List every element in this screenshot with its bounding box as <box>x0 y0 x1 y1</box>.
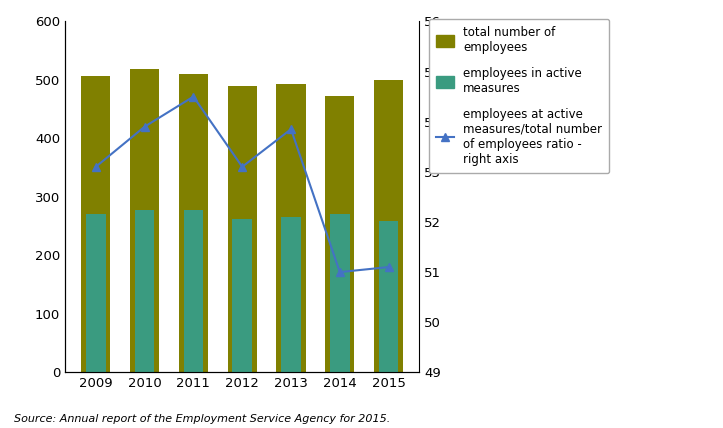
Bar <box>86 214 106 372</box>
Bar <box>135 210 155 372</box>
Bar <box>330 214 349 372</box>
Bar <box>184 210 203 372</box>
Text: Source: Annual report of the Employment Service Agency for 2015.: Source: Annual report of the Employment … <box>14 414 390 424</box>
Bar <box>130 69 159 372</box>
Bar <box>81 76 111 372</box>
Bar <box>276 84 306 372</box>
Bar <box>179 74 208 372</box>
Bar <box>233 219 252 372</box>
Bar <box>228 86 257 372</box>
Bar <box>325 96 354 372</box>
Bar <box>379 221 398 372</box>
Legend: total number of
employees, employees in active
measures, employees at active
mea: total number of employees, employees in … <box>429 19 609 173</box>
Bar <box>281 217 301 372</box>
Bar <box>374 80 403 372</box>
